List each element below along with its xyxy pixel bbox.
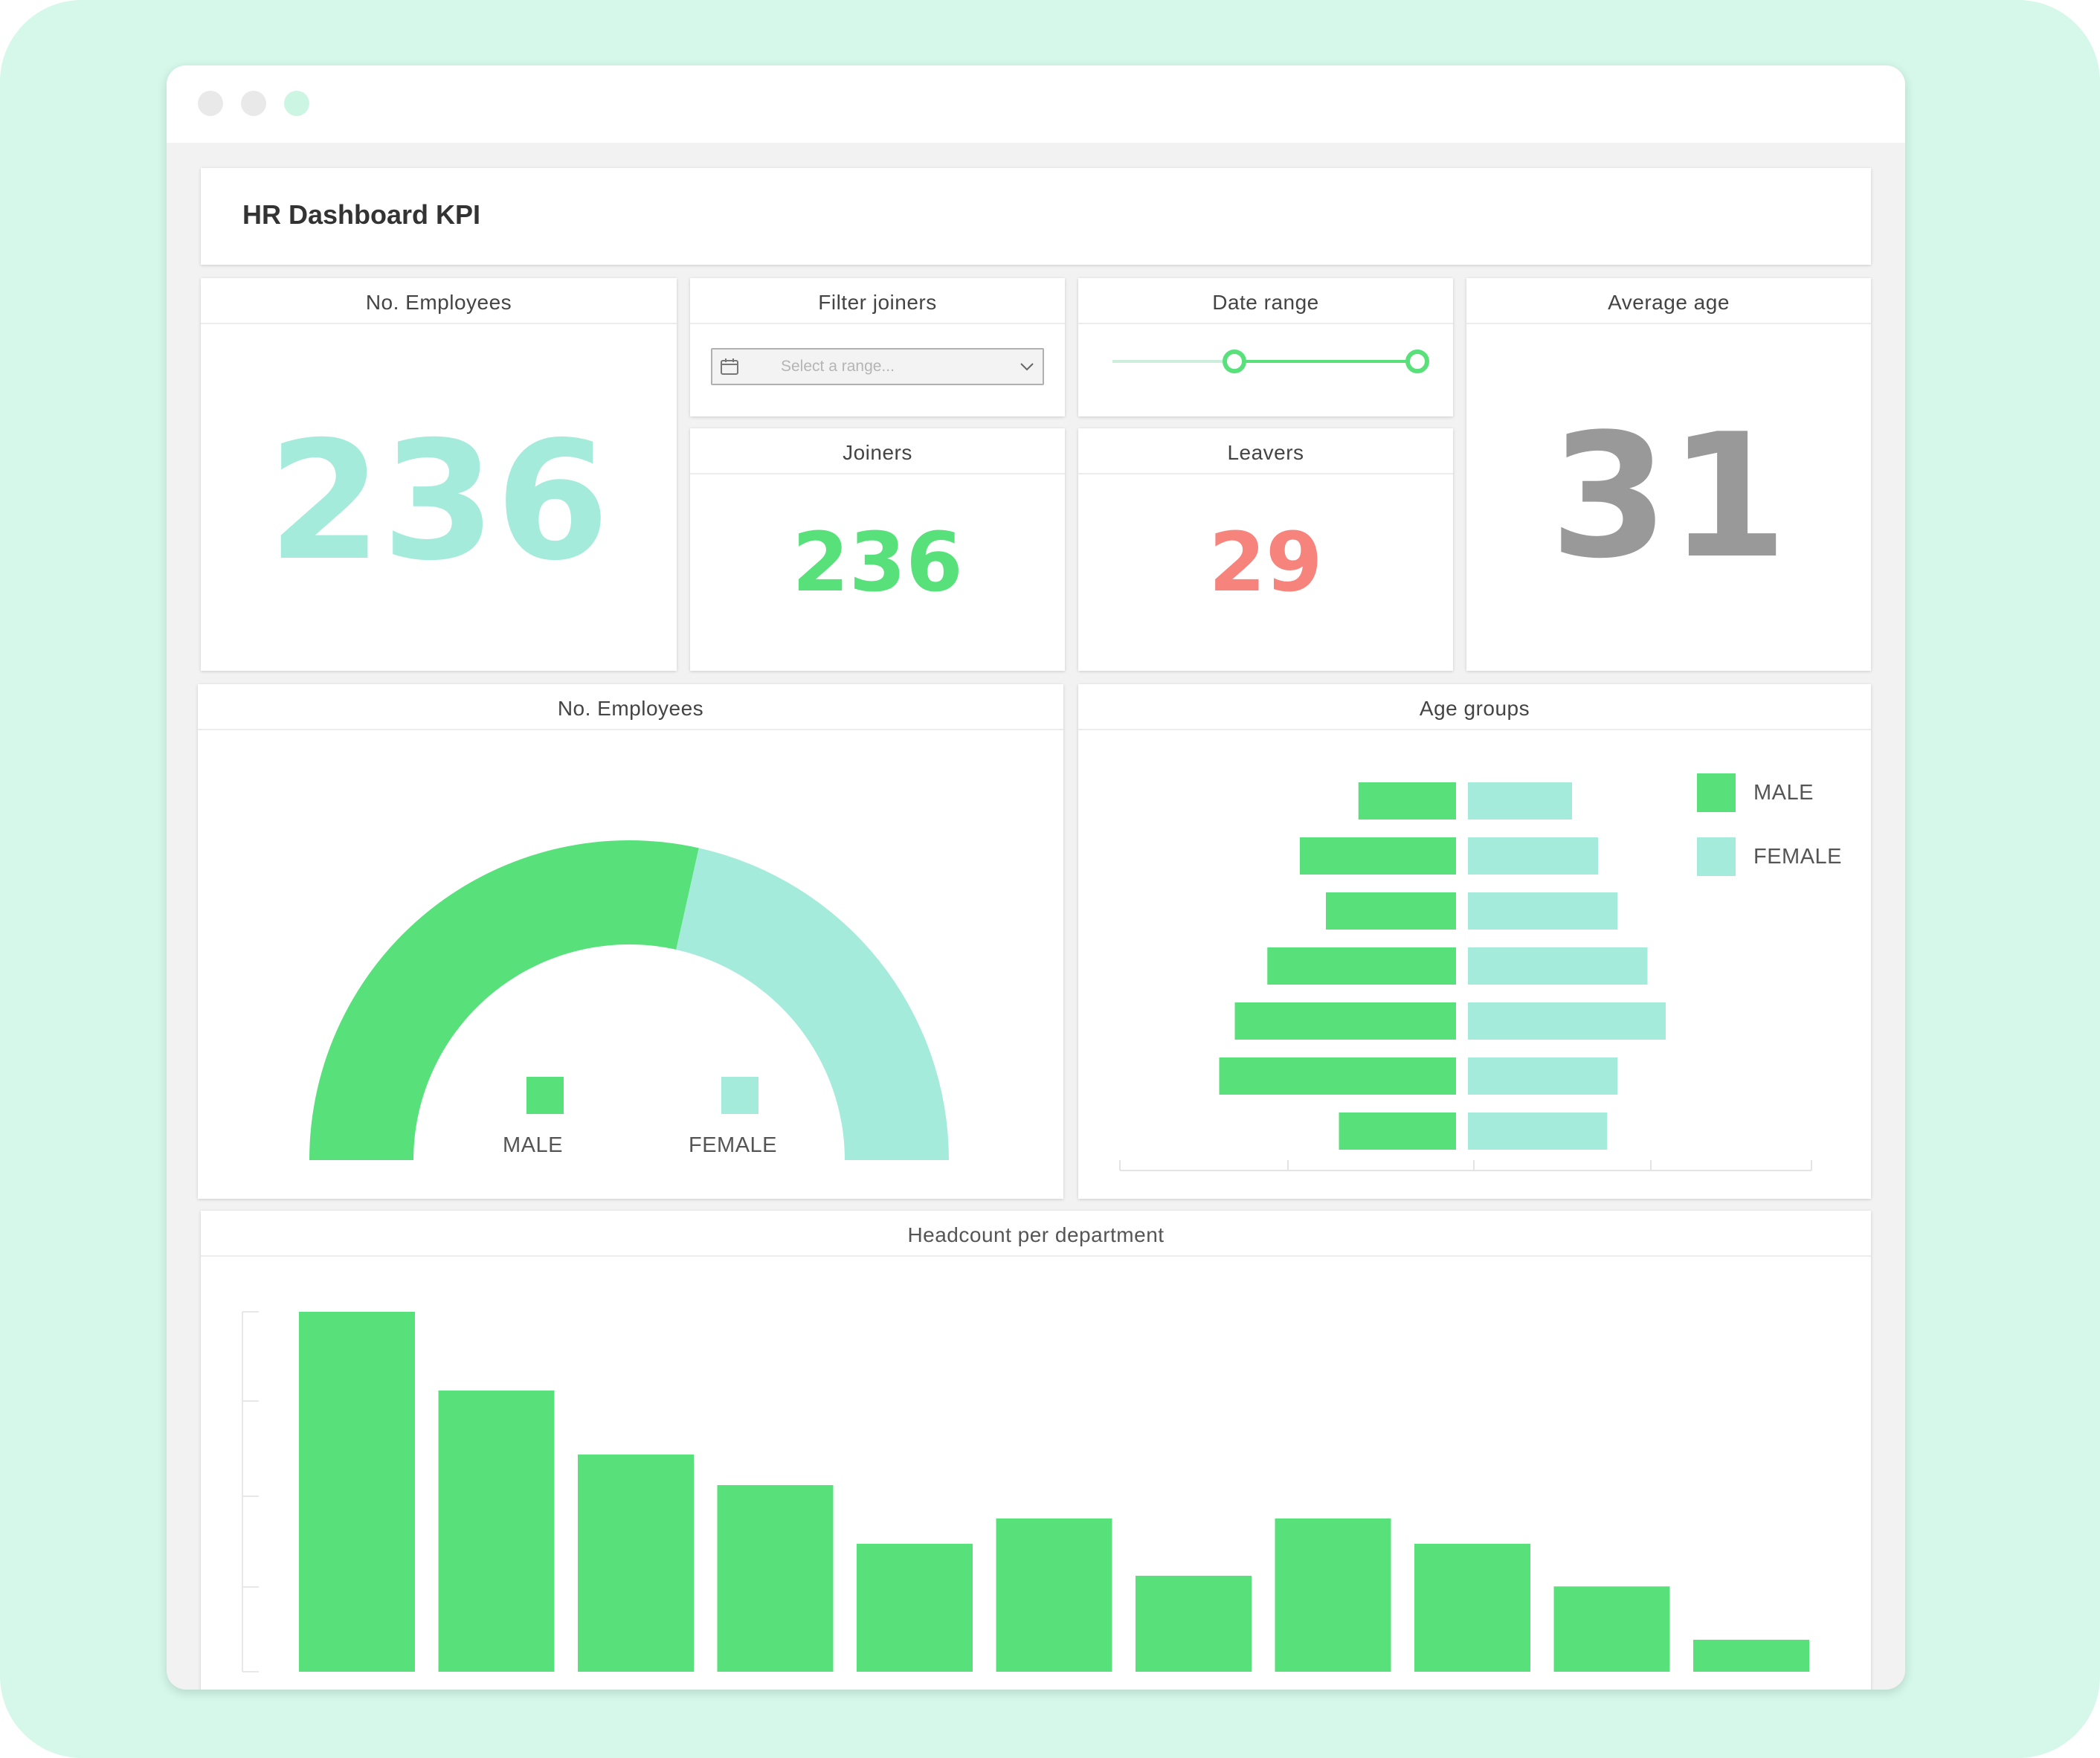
window-titlebar [167, 65, 1905, 143]
gender-gauge-title: No. Employees [198, 684, 1063, 730]
kpi-employees-value: 236 [268, 406, 610, 596]
filter-joiners-title: Filter joiners [690, 278, 1065, 324]
age-bar-female [1468, 1057, 1618, 1095]
kpi-employees-card: No. Employees 236 [201, 278, 677, 671]
age-bar-male [1219, 1057, 1456, 1095]
legend-male-label: MALE [503, 1133, 563, 1157]
age-groups-title: Age groups [1078, 684, 1871, 730]
age-bar-female [1468, 1113, 1608, 1150]
slider-handle-start[interactable] [1223, 350, 1246, 373]
age-bar-male [1234, 1002, 1456, 1040]
age-legend-male-swatch [1697, 773, 1736, 812]
age-bar-male [1267, 947, 1456, 985]
age-groups-chart [1119, 782, 1812, 1171]
legend-female-label: FEMALE [689, 1133, 778, 1157]
legend-male-swatch [526, 1077, 564, 1114]
slider-handle-end[interactable] [1405, 350, 1429, 373]
date-range-card: Date range [1078, 278, 1453, 416]
headcount-bar [1693, 1639, 1809, 1672]
age-legend-male-label: MALE [1753, 781, 1814, 805]
age-bar-female [1468, 837, 1598, 875]
calendar-icon [721, 358, 738, 375]
age-legend-female-swatch [1697, 837, 1736, 876]
gender-gauge-card: No. Employees MALE FEMALE [198, 684, 1063, 1199]
kpi-joiners-value: 236 [792, 515, 963, 610]
headcount-bar [857, 1543, 973, 1672]
dashboard-header: HR Dashboard KPI [201, 168, 1871, 265]
kpi-average-age-value: 31 [1549, 398, 1788, 596]
window-control-minimize[interactable] [241, 91, 266, 116]
age-bar-male [1326, 892, 1456, 930]
gender-gauge-chart [309, 840, 949, 1160]
age-bar-male [1358, 782, 1456, 820]
browser-window: HR Dashboard KPI No. Employees 236 Filte… [167, 65, 1905, 1690]
gauge-slice-female [676, 848, 949, 1160]
kpi-joiners-card: Joiners 236 [690, 428, 1065, 671]
kpi-average-age-title: Average age [1466, 278, 1871, 324]
date-range-select[interactable]: Select a range... [711, 348, 1044, 385]
date-range-title: Date range [1078, 278, 1453, 324]
kpi-joiners-title: Joiners [690, 428, 1065, 474]
window-control-close[interactable] [198, 91, 223, 116]
headcount-bar [1136, 1575, 1252, 1672]
headcount-bar [1414, 1543, 1530, 1672]
gauge-slice-male [309, 840, 699, 1160]
headcount-bar [578, 1454, 694, 1672]
age-legend-female-label: FEMALE [1753, 845, 1843, 869]
age-groups-card: Age groups MALE FEMALE [1078, 684, 1871, 1199]
headcount-card: Headcount per department [201, 1211, 1871, 1690]
date-range-slider[interactable] [1078, 323, 1453, 416]
headcount-bar [438, 1390, 555, 1672]
kpi-leavers-title: Leavers [1078, 428, 1453, 474]
age-bar-female [1468, 892, 1618, 930]
filter-joiners-card: Filter joiners Select a range... [690, 278, 1065, 416]
kpi-leavers-value: 29 [1208, 515, 1323, 610]
headcount-bar [1553, 1586, 1670, 1672]
headcount-bar [717, 1485, 834, 1672]
headcount-bar [996, 1518, 1112, 1672]
kpi-leavers-card: Leavers 29 [1078, 428, 1453, 671]
headcount-bar [1275, 1518, 1391, 1672]
legend-female-swatch [721, 1077, 758, 1114]
age-bar-male [1300, 837, 1456, 875]
kpi-average-age-card: Average age 31 [1466, 278, 1871, 671]
age-bar-female [1468, 1002, 1666, 1040]
kpi-employees-title: No. Employees [201, 278, 677, 324]
age-bar-male [1339, 1113, 1456, 1150]
age-bar-female [1468, 782, 1572, 820]
page-title: HR Dashboard KPI [242, 199, 481, 230]
window-control-maximize[interactable] [284, 91, 309, 116]
age-bar-female [1468, 947, 1648, 985]
chevron-down-icon [1020, 363, 1034, 371]
headcount-bar [299, 1312, 415, 1672]
headcount-chart [242, 1311, 1809, 1672]
date-range-placeholder: Select a range... [781, 358, 895, 375]
headcount-title: Headcount per department [201, 1211, 1871, 1257]
